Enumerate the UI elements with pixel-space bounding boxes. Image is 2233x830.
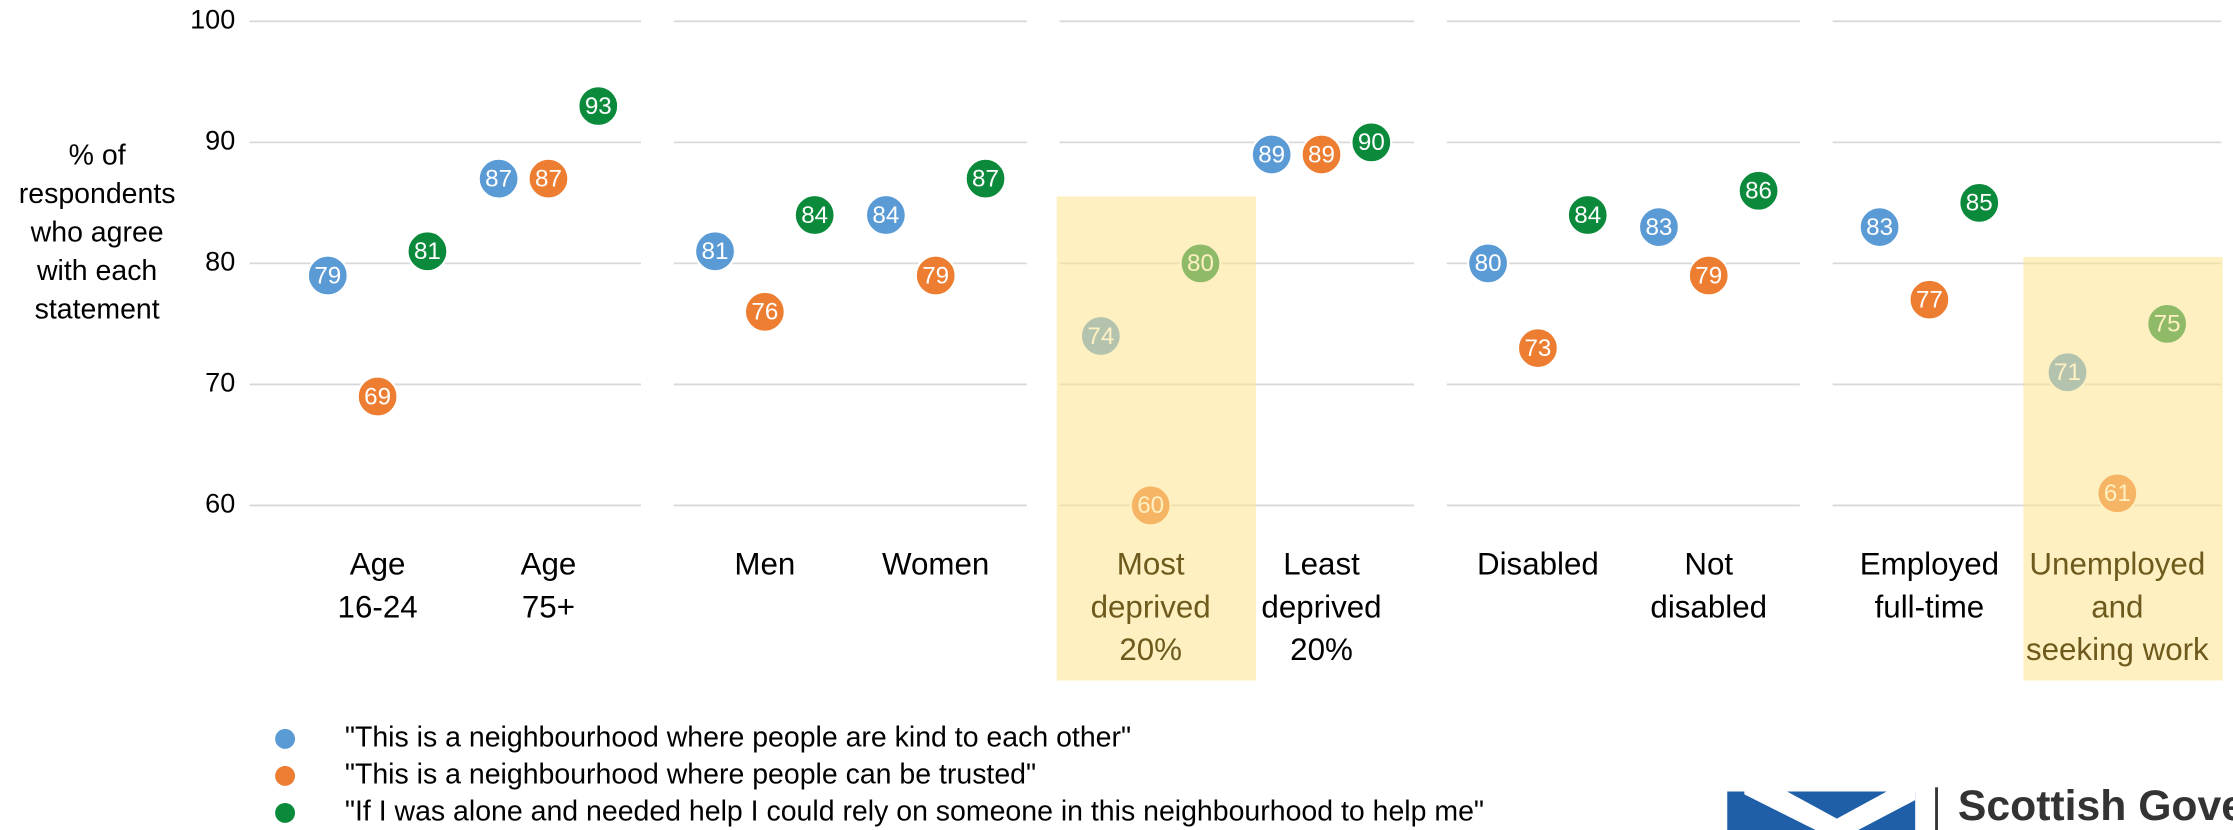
x-tick-label: Disabled — [1477, 547, 1599, 582]
dot — [743, 290, 786, 333]
dot — [1566, 193, 1609, 236]
legend-marker — [275, 765, 296, 786]
highlight-band — [1056, 196, 1257, 681]
dot-label: 84 — [872, 202, 899, 229]
dot-label: 84 — [1574, 202, 1601, 229]
dot — [356, 375, 399, 418]
dot — [577, 85, 620, 128]
y-tick-label: 70 — [205, 368, 235, 398]
legend-marker — [275, 802, 296, 823]
logo-flag — [1727, 787, 1938, 830]
dot-label: 87 — [485, 165, 512, 192]
dot-label: 73 — [1524, 335, 1551, 362]
legend-label: "This is a neighbourhood where people ca… — [345, 758, 1036, 790]
y-tick-label: 90 — [205, 126, 235, 156]
legend-label: "If I was alone and needed help I could … — [345, 795, 1484, 827]
dot — [1858, 206, 1901, 249]
dot — [964, 157, 1007, 200]
x-tick-label: Age 75+ — [521, 547, 577, 625]
dot-label: 87 — [972, 165, 999, 192]
dot-label: 89 — [1308, 141, 1335, 168]
x-tick-label: Most deprived 20% — [1091, 547, 1211, 667]
dot-label: 86 — [1745, 178, 1772, 205]
y-tick-label: 60 — [205, 489, 235, 519]
y-tick-label: 80 — [205, 247, 235, 277]
x-tick-label: Least deprived 20% — [1261, 547, 1381, 667]
dot-label: 87 — [535, 165, 562, 192]
dot-label: 79 — [922, 262, 949, 289]
dot-label: 83 — [1866, 214, 1893, 241]
dot-label: 79 — [1695, 262, 1722, 289]
dot-label: 77 — [1916, 286, 1943, 313]
x-tick-label: Not disabled — [1650, 547, 1767, 625]
dot — [406, 230, 449, 273]
dot — [1300, 133, 1343, 176]
x-tick-label: Men — [734, 547, 795, 582]
logo-text: Scottish Government — [1958, 782, 2233, 830]
dot-label: 76 — [751, 299, 778, 326]
dot-label: 89 — [1258, 141, 1285, 168]
dot — [914, 254, 957, 297]
dot-label: 90 — [1358, 129, 1385, 156]
dot-label: 85 — [1966, 190, 1993, 217]
dot — [1908, 278, 1951, 321]
y-tick-label: 100 — [190, 4, 235, 34]
legend-label: "This is a neighbourhood where people ar… — [345, 721, 1131, 753]
dot-label: 81 — [702, 238, 729, 265]
dot-label: 69 — [364, 383, 391, 410]
dot-label: 79 — [314, 262, 341, 289]
dot — [793, 193, 836, 236]
dot — [864, 193, 907, 236]
dot — [306, 254, 349, 297]
dot — [477, 157, 520, 200]
y-axis-label: % of respondents who agree with each stateme… — [19, 139, 176, 325]
dot — [1958, 181, 2001, 224]
dot — [1516, 327, 1559, 370]
dot — [1687, 254, 1730, 297]
dot-label: 80 — [1475, 250, 1502, 277]
dot-label: 84 — [801, 202, 828, 229]
legend-marker — [275, 728, 296, 749]
x-tick-label: Employed full-time — [1860, 547, 1999, 625]
highlight-band — [2023, 256, 2223, 681]
dot — [1467, 242, 1510, 285]
x-tick-label: Women — [882, 547, 989, 582]
dot — [1250, 133, 1293, 176]
dot — [527, 157, 570, 200]
dot — [694, 230, 737, 273]
dot — [1737, 169, 1780, 212]
x-tick-label: Age 16-24 — [338, 547, 418, 625]
dot — [1637, 206, 1680, 249]
dot — [1350, 121, 1393, 164]
dot-label: 81 — [414, 238, 441, 265]
x-tick-label: Unemployed and seeking work — [2026, 547, 2209, 667]
dot-label: 83 — [1645, 214, 1672, 241]
dot-label: 93 — [585, 93, 612, 120]
